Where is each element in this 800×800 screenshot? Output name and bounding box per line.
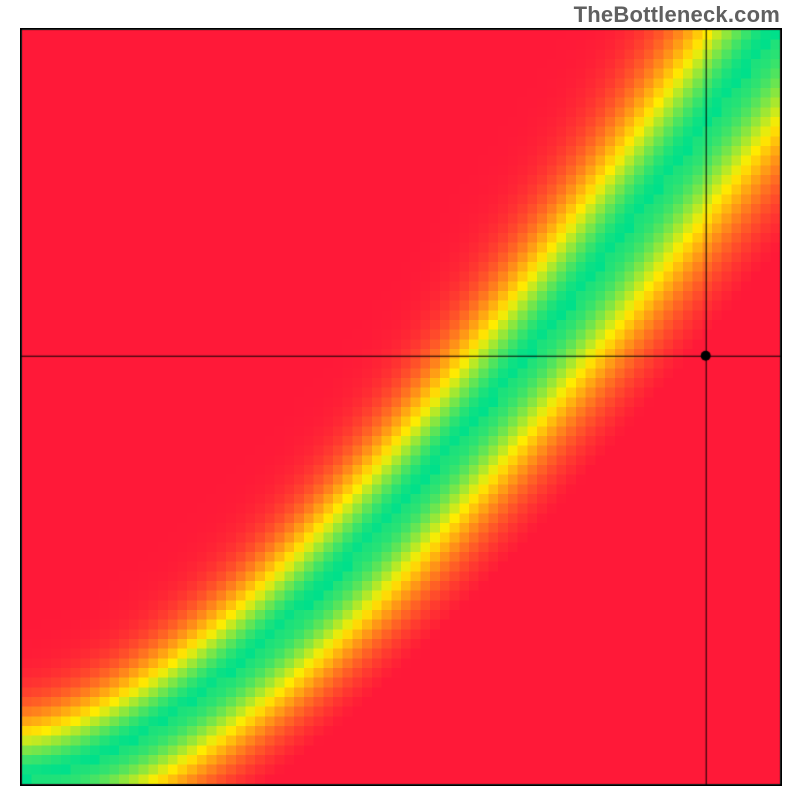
watermark-text: TheBottleneck.com	[574, 2, 780, 28]
bottleneck-heatmap	[22, 30, 780, 784]
chart-container: TheBottleneck.com	[0, 0, 800, 800]
